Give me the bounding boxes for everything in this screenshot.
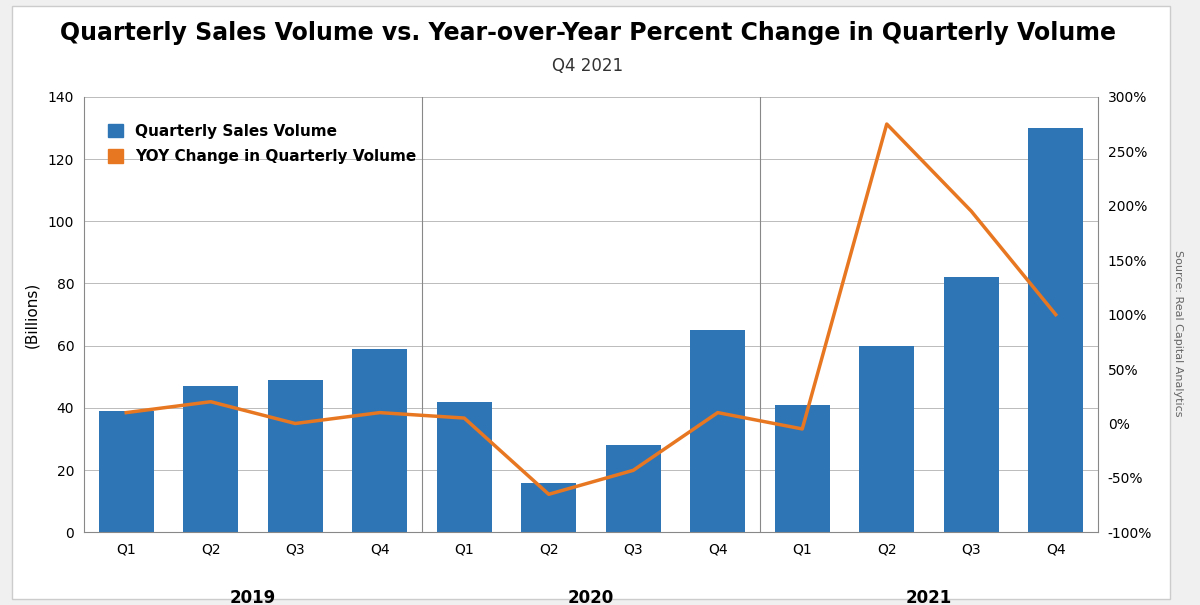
Bar bbox=[690, 330, 745, 532]
Legend: Quarterly Sales Volume, YOY Change in Quarterly Volume: Quarterly Sales Volume, YOY Change in Qu… bbox=[102, 117, 422, 171]
Bar bbox=[606, 445, 661, 532]
Bar bbox=[943, 277, 998, 532]
Bar bbox=[521, 483, 576, 532]
Bar bbox=[437, 402, 492, 532]
Bar bbox=[268, 380, 323, 532]
Text: Q4 2021: Q4 2021 bbox=[552, 57, 624, 76]
Bar bbox=[98, 411, 154, 532]
Text: Quarterly Sales Volume vs. Year-over-Year Percent Change in Quarterly Volume: Quarterly Sales Volume vs. Year-over-Yea… bbox=[60, 21, 1116, 45]
Bar bbox=[1028, 128, 1084, 532]
Bar bbox=[184, 386, 239, 532]
Bar bbox=[859, 345, 914, 532]
Y-axis label: (Billions): (Billions) bbox=[24, 281, 40, 348]
Text: 2021: 2021 bbox=[906, 589, 952, 605]
Bar bbox=[775, 405, 829, 532]
Text: Source: Real Capital Analytics: Source: Real Capital Analytics bbox=[1174, 249, 1183, 416]
Bar bbox=[353, 349, 407, 532]
Text: 2020: 2020 bbox=[568, 589, 614, 605]
Text: 2019: 2019 bbox=[230, 589, 276, 605]
